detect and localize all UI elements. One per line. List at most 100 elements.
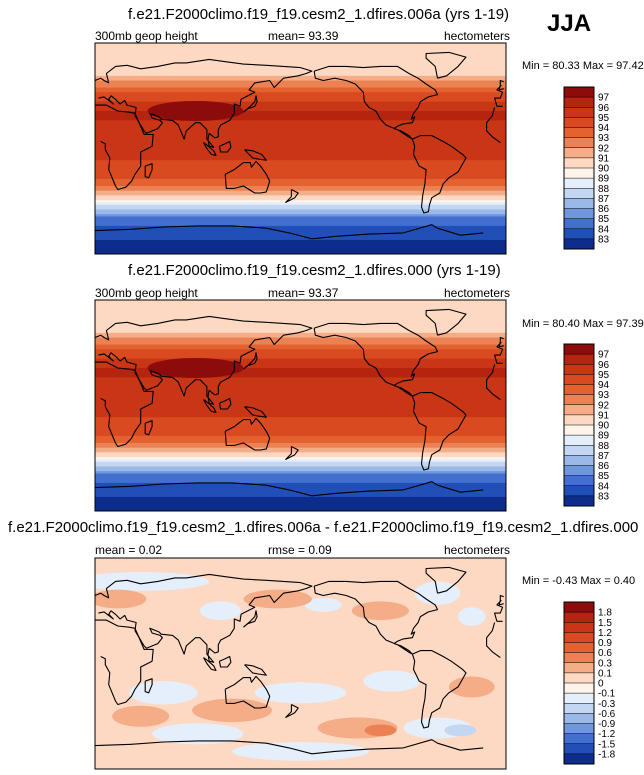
contour-band [95,489,506,493]
colorbar-tick-label: 96 [598,103,610,114]
contour-band [95,61,506,65]
contour-band [95,487,506,491]
contour-band [95,412,506,416]
contour-band [95,99,506,103]
contour-band [95,134,506,138]
colorbar-tick-label: 86 [598,461,610,472]
colorbar-swatch [564,414,594,426]
contour-band [95,167,506,171]
contour-band [95,246,506,250]
contour-band [95,82,506,86]
colorbar-tick-label: -1.2 [598,729,616,740]
contour-band [95,363,506,367]
coastline [425,566,467,594]
contour-band [95,447,506,451]
contour-band [95,450,506,453]
colorbar-tick-label: -1.8 [598,749,616,760]
panel-1-variable-label: 300mb geop height [95,29,198,43]
contour-band [95,351,506,355]
coastline [224,675,271,709]
contour-band [95,473,506,477]
contour-band [95,382,506,385]
colorbar-swatch [564,642,594,653]
coastline [244,664,267,676]
contour-band [95,370,506,374]
contour-band [95,506,506,510]
coastline [243,95,258,113]
contour-band [95,471,506,475]
coastlines-2 [95,308,504,497]
contour-band [95,346,506,350]
contour-band [95,136,506,140]
coastline [425,308,467,336]
contour-band [95,125,506,128]
contour-band [95,328,506,332]
contour-band [95,218,506,222]
contour-band [95,122,506,126]
colorbar-swatch [564,354,594,365]
anomaly-region [364,724,397,737]
contour-band [95,169,506,173]
contour-band [95,132,506,136]
contour-band [95,178,506,182]
coastline [218,140,232,153]
coastline [411,650,467,729]
colorbar-tick-label: 85 [598,214,610,225]
panel-3-rmse-label: rmse = 0.09 [268,543,332,557]
colorbar-swatch [564,178,594,189]
coastline [95,104,501,191]
colorbar-swatch [564,612,594,623]
contour-band [95,115,506,119]
contour-band [95,496,506,500]
coastline [224,160,271,194]
colorbar-tick-label: -0.1 [598,689,616,700]
contour-band [95,478,506,482]
anomaly-region [444,724,477,737]
coastline [144,163,153,179]
contour-band [95,223,506,227]
colorbar-swatch [564,404,594,416]
contour-band [95,101,506,105]
coastline [95,739,484,755]
contour-band [95,195,506,199]
colorbar-swatch [564,117,594,128]
contour-band [95,337,506,341]
map-panel-3 [95,558,506,769]
contour-band [95,426,506,430]
contour-band [95,47,506,51]
contour-band [95,417,506,421]
contour-band [95,360,506,364]
colorbar-tick-label: -0.9 [598,719,616,730]
contour-band [95,50,506,53]
contour-band [95,110,506,114]
coastline [498,594,504,606]
colorbar-tick-label: 89 [598,431,610,442]
coastline [144,420,153,436]
contour-band [95,419,506,423]
anomaly-region [363,670,421,692]
contour-band [95,64,506,68]
coastline [95,481,484,497]
contour-band [95,146,506,150]
colorbar-swatch [564,364,594,375]
colorbar-swatch [564,683,594,694]
contour-band [95,316,506,320]
contour-band [95,202,506,206]
coastline [224,417,271,451]
panel-2-title: f.e21.F2000climo.f19_f19.cesm2_1.dfires.… [128,262,501,279]
contour-band [95,403,506,407]
anomaly-region [152,723,244,745]
contour-band [95,183,506,187]
colorbar-swatch [564,168,594,179]
panel-3-minmax: Min = -0.43 Max = 0.40 [522,575,636,587]
coastlines-3 [95,566,504,755]
contour-band [95,372,506,376]
colorbar-tick-label: 1.5 [598,618,612,629]
colorbar-swatch [564,495,594,507]
contour-band [95,379,506,383]
colorbar-tick-label: 94 [598,123,610,134]
contour-band [95,424,506,428]
contour-band [95,407,506,411]
colorbar-swatch [564,218,594,230]
contour-band [95,468,506,472]
